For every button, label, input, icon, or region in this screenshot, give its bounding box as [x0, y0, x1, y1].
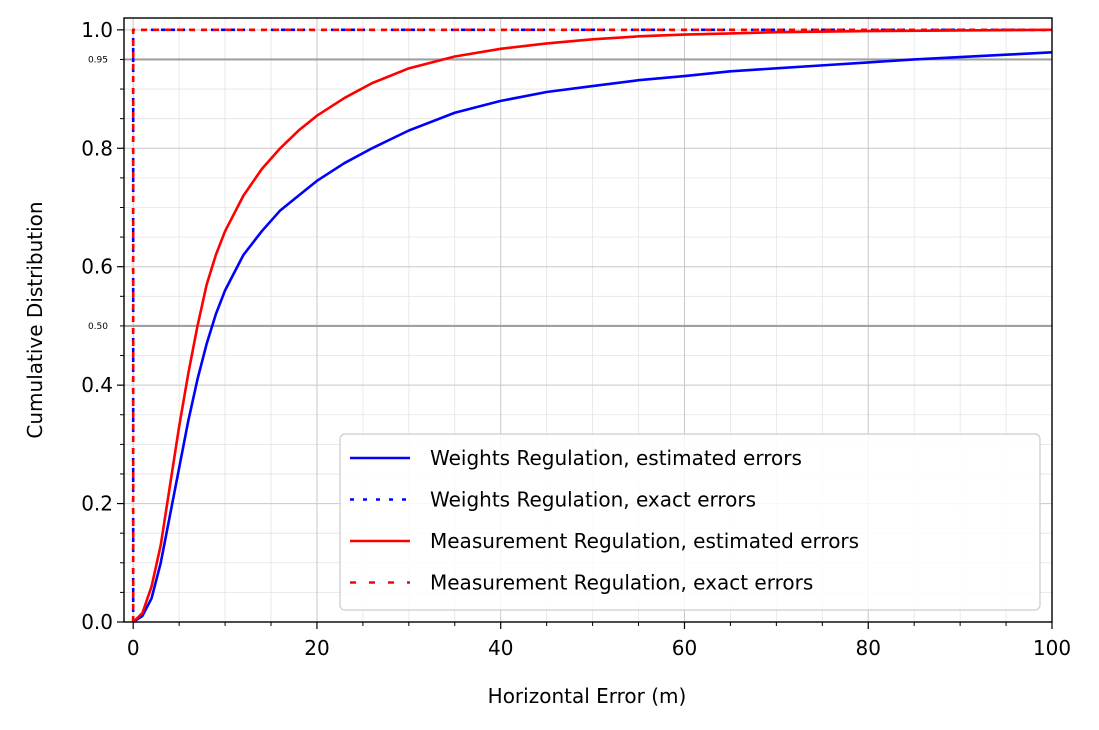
legend-label: Measurement Regulation, estimated errors [430, 529, 859, 553]
series-line-3 [132, 28, 1053, 623]
y-tick-label: 0.2 [81, 492, 113, 516]
x-tick-label: 40 [488, 636, 513, 660]
x-tick-label: 20 [304, 636, 329, 660]
plot-frame [123, 17, 1053, 623]
legend-label: Weights Regulation, estimated errors [430, 446, 802, 470]
legend-label: Weights Regulation, exact errors [430, 488, 756, 512]
x-tick-label: 80 [856, 636, 881, 660]
reference-line-label: 0.95 [88, 55, 108, 65]
y-tick-label: 0.0 [81, 610, 113, 634]
series-layer [131, 28, 1053, 624]
x-tick-label: 0 [127, 636, 140, 660]
legend-items: Weights Regulation, estimated errors Weig… [350, 446, 859, 595]
y-tick-label: 0.6 [81, 255, 113, 279]
axis-ticks [117, 29, 1053, 629]
tick-labels: 0 20 40 60 80 100 0.0 0.2 0.4 0.6 0.8 1.0 0.95 0.50 [81, 18, 1071, 660]
reference-line-label: 0.50 [88, 322, 108, 332]
y-tick-label: 1.0 [81, 18, 113, 42]
y-axis-label: Cumulative Distribution [23, 201, 47, 438]
series-line-4 [131, 28, 1052, 622]
legend-box [339, 433, 1041, 611]
x-tick-label: 100 [1033, 636, 1071, 660]
legend: Weights Regulation, estimated errors Weig… [339, 433, 1041, 611]
reference-lines [124, 58, 1052, 328]
y-tick-label: 0.8 [81, 136, 113, 160]
legend-label: Measurement Regulation, exact errors [430, 571, 813, 595]
series-line-1 [132, 51, 1053, 624]
x-axis-label: Horizontal Error (m) [488, 684, 687, 708]
y-tick-label: 0.4 [81, 373, 113, 397]
x-tick-label: 60 [672, 636, 697, 660]
